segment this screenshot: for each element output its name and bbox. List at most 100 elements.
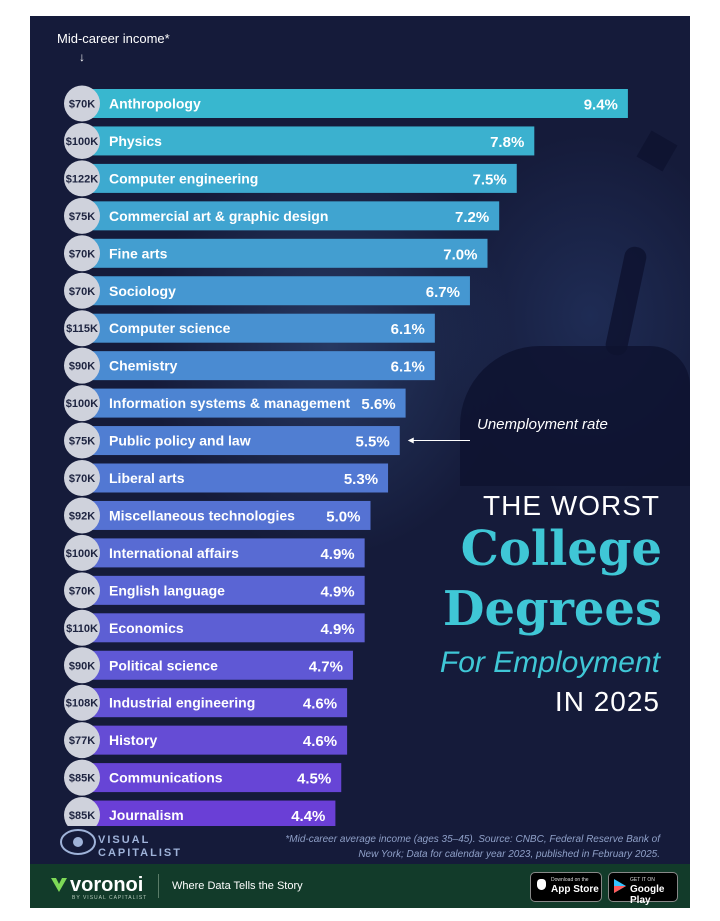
title-line-3: Degrees xyxy=(442,581,662,637)
crowd-silhouette xyxy=(460,346,690,486)
category-label-10: Liberal arts xyxy=(109,470,185,486)
category-label-19: Journalism xyxy=(109,807,184,823)
income-circle-8 xyxy=(64,385,100,422)
category-label-18: Communications xyxy=(109,770,223,786)
bar-8 xyxy=(78,388,406,418)
income-circle-12 xyxy=(64,534,100,571)
income-circle-3 xyxy=(64,197,100,234)
category-label-4: Fine arts xyxy=(109,245,168,261)
bar-13 xyxy=(78,575,365,605)
income-circle-17 xyxy=(64,722,100,759)
income-circle-0 xyxy=(64,85,100,122)
value-label-14: 4.9% xyxy=(320,621,354,638)
value-label-12: 4.9% xyxy=(320,546,354,563)
value-label-13: 4.9% xyxy=(320,583,354,600)
value-label-18: 4.5% xyxy=(297,771,331,788)
category-label-7: Chemistry xyxy=(109,358,178,374)
logo-line-1: VISUAL xyxy=(98,834,151,846)
value-label-7: 6.1% xyxy=(391,359,425,376)
income-label-5: $70K xyxy=(69,286,95,298)
income-label-0: $70K xyxy=(69,99,95,111)
income-label-1: $100K xyxy=(66,136,98,148)
source-note: *Mid-career average income (ages 35–45).… xyxy=(260,832,660,862)
category-label-12: International affairs xyxy=(109,545,239,561)
income-label-12: $100K xyxy=(66,548,98,560)
income-column-header: Mid-career income* xyxy=(57,31,170,46)
bar-16 xyxy=(78,688,348,718)
bar-9 xyxy=(78,426,400,456)
category-label-9: Public policy and law xyxy=(109,433,251,449)
category-label-16: Industrial engineering xyxy=(109,695,255,711)
income-circle-11 xyxy=(64,497,100,534)
value-label-8: 5.6% xyxy=(361,396,395,413)
bar-14 xyxy=(78,613,365,643)
income-label-18: $85K xyxy=(69,773,95,785)
income-circle-10 xyxy=(64,460,100,496)
visual-capitalist-logo-text: VISUAL CAPITALIST xyxy=(98,834,182,860)
income-circle-1 xyxy=(64,122,100,159)
app-store-button[interactable]: Download on the App Store xyxy=(530,872,602,902)
value-label-15: 4.7% xyxy=(309,658,343,675)
income-circle-13 xyxy=(64,572,100,609)
title-line-2: College xyxy=(460,521,662,577)
income-circle-4 xyxy=(64,235,100,272)
income-label-10: $70K xyxy=(69,473,95,485)
bar-6 xyxy=(78,313,435,343)
value-label-11: 5.0% xyxy=(326,508,360,525)
google-play-label: Google Play xyxy=(630,884,665,906)
category-label-3: Commercial art & graphic design xyxy=(109,208,328,224)
bar-12 xyxy=(78,538,365,568)
category-label-13: English language xyxy=(109,582,225,598)
income-label-3: $75K xyxy=(69,211,95,223)
value-label-5: 6.7% xyxy=(426,284,460,301)
value-label-19: 4.4% xyxy=(291,808,325,825)
value-label-17: 4.6% xyxy=(303,733,337,750)
source-line-2: New York; Data for calendar year 2023, p… xyxy=(358,849,660,860)
income-label-16: $108K xyxy=(66,698,98,710)
title-line-5: IN 2025 xyxy=(554,686,660,717)
income-circle-6 xyxy=(64,310,100,347)
value-label-6: 6.1% xyxy=(391,321,425,338)
bar-5 xyxy=(78,276,470,306)
value-label-10: 5.3% xyxy=(344,471,378,488)
google-play-button[interactable]: GET IT ON Google Play xyxy=(608,872,678,906)
income-label-4: $70K xyxy=(69,248,95,260)
source-line-1: *Mid-career average income (ages 35–45).… xyxy=(285,834,660,845)
value-label-3: 7.2% xyxy=(455,209,489,226)
category-label-17: History xyxy=(109,732,157,748)
category-label-0: Anthropology xyxy=(109,96,201,112)
income-circle-14 xyxy=(64,609,100,646)
voronoi-brand-sub: BY VISUAL CAPITALIST xyxy=(72,895,148,901)
category-label-15: Political science xyxy=(109,657,218,673)
income-label-19: $85K xyxy=(69,810,95,822)
bar-4 xyxy=(78,238,488,268)
value-label-0: 9.4% xyxy=(584,97,618,114)
footer-divider xyxy=(158,874,159,898)
bar-7 xyxy=(78,351,435,381)
income-circle-15 xyxy=(64,647,100,684)
bar-10 xyxy=(78,463,389,493)
bar-19 xyxy=(78,800,336,826)
income-label-9: $75K xyxy=(69,436,95,448)
arrow-down-icon: ↓ xyxy=(79,50,85,64)
unemployment-rate-annotation: Unemployment rate xyxy=(477,416,608,433)
bar-chart: $70K Anthropology 9.4% $100K Physics 7.8% $122… xyxy=(64,85,628,826)
bar-11 xyxy=(78,500,371,530)
logo-line-2: CAPITALIST xyxy=(98,847,182,859)
apple-icon xyxy=(537,879,546,890)
value-label-4: 7.0% xyxy=(443,246,477,263)
bar-18 xyxy=(78,763,342,793)
income-circle-9 xyxy=(64,422,100,459)
value-label-1: 7.8% xyxy=(490,134,524,151)
category-label-8: Information systems & management xyxy=(109,395,351,411)
google-play-small-label: GET IT ON xyxy=(630,877,655,883)
income-circle-18 xyxy=(64,759,100,796)
footer-bar: voronoi BY VISUAL CAPITALIST Where Data … xyxy=(30,864,690,908)
title-line-4: For Employment xyxy=(439,646,660,679)
income-circle-19 xyxy=(64,797,100,826)
income-label-6: $115K xyxy=(66,323,98,335)
value-label-9: 5.5% xyxy=(356,434,390,451)
bar-15 xyxy=(78,650,353,680)
title-line-1: THE WORST xyxy=(483,490,660,521)
voronoi-brand[interactable]: voronoi xyxy=(70,874,144,896)
